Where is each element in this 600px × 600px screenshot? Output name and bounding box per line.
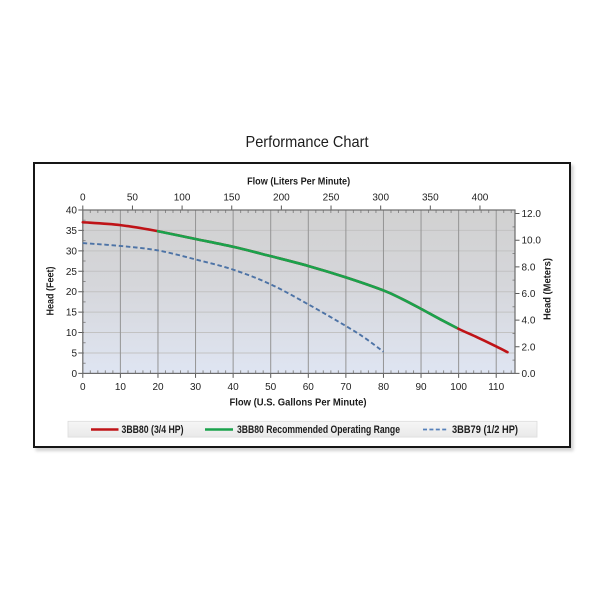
svg-text:70: 70 [340, 382, 352, 393]
svg-text:200: 200 [273, 193, 290, 204]
svg-text:60: 60 [303, 382, 315, 393]
svg-text:3BB79 (1/2 HP): 3BB79 (1/2 HP) [452, 424, 518, 436]
svg-text:25: 25 [66, 267, 78, 278]
svg-text:110: 110 [488, 382, 504, 393]
svg-text:Performance Chart: Performance Chart [246, 134, 369, 151]
svg-text:40: 40 [66, 206, 78, 217]
svg-text:250: 250 [323, 193, 340, 204]
svg-text:30: 30 [66, 246, 78, 257]
svg-text:Flow (U.S. Gallons Per Minute): Flow (U.S. Gallons Per Minute) [230, 398, 367, 409]
svg-text:3BB80 (3/4 HP): 3BB80 (3/4 HP) [122, 424, 184, 436]
svg-text:300: 300 [372, 193, 389, 204]
svg-text:15: 15 [66, 308, 78, 319]
svg-text:80: 80 [378, 382, 390, 393]
svg-text:0: 0 [80, 382, 86, 393]
svg-text:0.0: 0.0 [522, 369, 536, 380]
svg-text:10: 10 [66, 328, 78, 339]
svg-text:0: 0 [71, 369, 77, 380]
svg-text:4.0: 4.0 [522, 316, 536, 327]
svg-text:10.0: 10.0 [522, 236, 542, 247]
svg-text:400: 400 [472, 193, 489, 204]
svg-text:30: 30 [190, 382, 202, 393]
svg-text:100: 100 [450, 382, 467, 393]
svg-text:2.0: 2.0 [522, 342, 536, 353]
svg-text:35: 35 [66, 226, 78, 237]
svg-text:150: 150 [223, 193, 240, 204]
svg-text:40: 40 [228, 382, 240, 393]
svg-text:10: 10 [115, 382, 127, 393]
svg-text:0: 0 [80, 193, 86, 204]
svg-text:20: 20 [66, 287, 78, 298]
svg-text:350: 350 [422, 193, 439, 204]
svg-text:Head (Meters): Head (Meters) [543, 258, 554, 320]
svg-text:8.0: 8.0 [522, 262, 536, 273]
svg-text:5: 5 [71, 349, 77, 360]
svg-text:50: 50 [127, 193, 139, 204]
svg-text:100: 100 [174, 193, 191, 204]
svg-text:6.0: 6.0 [522, 289, 536, 300]
svg-text:Flow (Liters Per Minute): Flow (Liters Per Minute) [247, 177, 350, 188]
svg-text:3BB80 Recommended Operating Ra: 3BB80 Recommended Operating Range [237, 424, 400, 436]
svg-text:20: 20 [152, 382, 164, 393]
svg-text:50: 50 [265, 382, 277, 393]
svg-text:Head (Feet): Head (Feet) [46, 267, 57, 316]
svg-text:12.0: 12.0 [522, 209, 542, 220]
svg-text:90: 90 [415, 382, 427, 393]
